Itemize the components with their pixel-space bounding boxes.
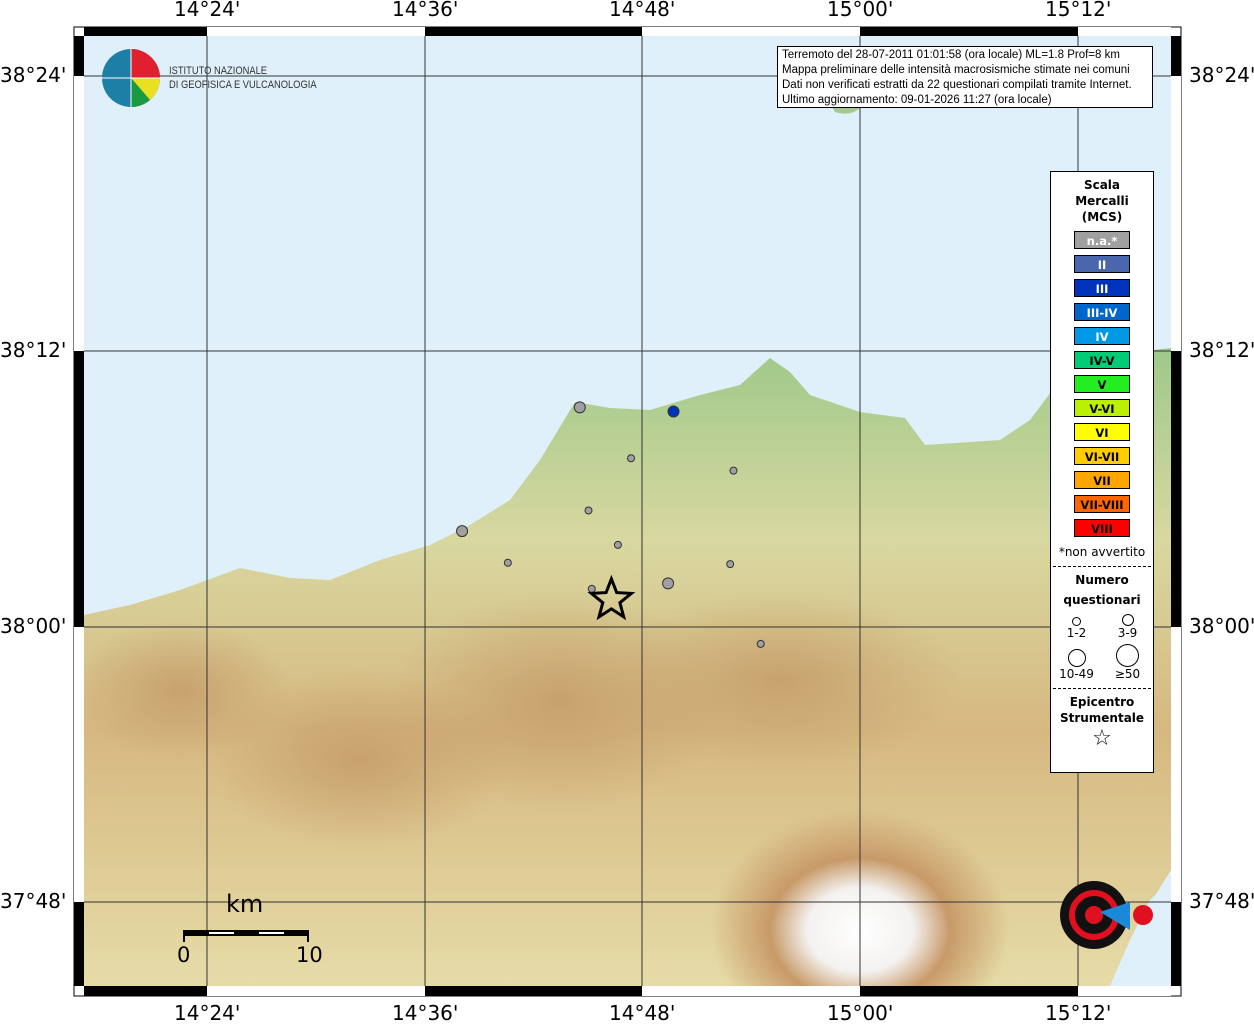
epicenter-star-icon[interactable] [587, 574, 636, 621]
lat-tick-right: 38°24' [1189, 63, 1254, 87]
legend-class-swatch: VI-VII [1074, 447, 1130, 465]
size-1-2-icon [1072, 617, 1081, 626]
lon-tick-bottom: 15°00' [827, 1001, 894, 1025]
lon-tick-bottom: 14°48' [609, 1001, 676, 1025]
scale-min: 0 [177, 943, 191, 967]
legend-class-swatch: VII [1074, 471, 1130, 489]
lat-tick-left: 38°24' [0, 63, 67, 87]
locality-intensity-point[interactable] [503, 558, 512, 567]
event-info-box: Terremoto del 28-07-2011 01:01:58 (ora l… [777, 46, 1153, 108]
ingv-globe-icon [102, 49, 161, 108]
locality-intensity-point[interactable] [662, 577, 675, 590]
lon-tick-bottom: 14°36' [392, 1001, 459, 1025]
locality-intensity-point[interactable] [726, 560, 735, 569]
scale-max: 10 [296, 943, 323, 967]
lon-tick-bottom: 14°24' [174, 1001, 241, 1025]
event-line: Terremoto del 28-07-2011 01:01:58 (ora l… [782, 49, 1120, 61]
size-3-9-icon [1121, 614, 1134, 626]
lat-tick-left: 38°12' [0, 338, 67, 362]
map-frame [74, 27, 1181, 996]
last-update: Ultimo aggiornamento: 09-01-2026 11:27 (… [782, 94, 1052, 106]
locality-intensity-point[interactable] [627, 454, 636, 463]
size-50-icon [1116, 644, 1139, 667]
legend: Scala Mercalli (MCS) n.a.* II III III-IV IV IV-… [1050, 171, 1154, 773]
legend-class-swatch: V-VI [1074, 399, 1130, 417]
locality-intensity-point[interactable] [456, 525, 469, 538]
lat-tick-left: 38°00' [0, 614, 67, 638]
locality-intensity-point[interactable] [667, 405, 680, 418]
lat-tick-right: 38°00' [1189, 614, 1254, 638]
lon-tick-bottom: 15°12' [1045, 1001, 1112, 1025]
locality-intensity-point[interactable] [587, 584, 596, 593]
legend-class-swatch: V [1074, 375, 1130, 393]
legend-class-swatch: VII-VIII [1074, 495, 1130, 513]
locality-intensity-point[interactable] [613, 540, 622, 549]
legend-note: *non avvertito [1058, 545, 1146, 559]
locality-intensity-point[interactable] [573, 401, 586, 414]
lat-tick-right: 37°48' [1189, 889, 1254, 913]
legend-class-swatch: IV [1074, 327, 1130, 345]
locality-intensity-point[interactable] [756, 639, 765, 648]
lat-tick-left: 37°48' [0, 889, 67, 913]
legend-class-swatch: III [1074, 279, 1130, 297]
locality-intensity-point[interactable] [729, 466, 738, 475]
legend-class-swatch: n.a.* [1074, 231, 1130, 249]
lon-tick-top: 14°36' [392, 0, 459, 21]
haisentito-logo [1060, 881, 1153, 949]
locality-intensity-point[interactable] [584, 506, 593, 515]
legend-class-swatch: IV-V [1074, 351, 1130, 369]
lon-tick-top: 14°48' [609, 0, 676, 21]
sea-southeast [1120, 870, 1171, 986]
legend-class-swatch: VI [1074, 423, 1130, 441]
epicenter-legend-star-icon: ☆ [1092, 726, 1112, 751]
size-10-49-icon [1067, 649, 1086, 667]
lat-tick-right: 38°12' [1189, 338, 1254, 362]
lon-tick-top: 14°24' [174, 0, 241, 21]
legend-class-swatch: III-IV [1074, 303, 1130, 321]
scale-unit: km [226, 890, 264, 918]
lon-tick-top: 15°12' [1045, 0, 1112, 21]
lon-tick-top: 15°00' [827, 0, 894, 21]
data-note: Dati non verificati estratti da 22 quest… [782, 79, 1132, 91]
map-description: Mappa preliminare delle intensità macros… [782, 64, 1130, 76]
legend-class-swatch: VIII [1074, 519, 1130, 537]
legend-class-swatch: II [1074, 255, 1130, 273]
ingv-logo-text: ISTITUTO NAZIONALE DI GEOFISICA E VULCANO… [169, 65, 317, 91]
scale-bar [183, 930, 309, 942]
